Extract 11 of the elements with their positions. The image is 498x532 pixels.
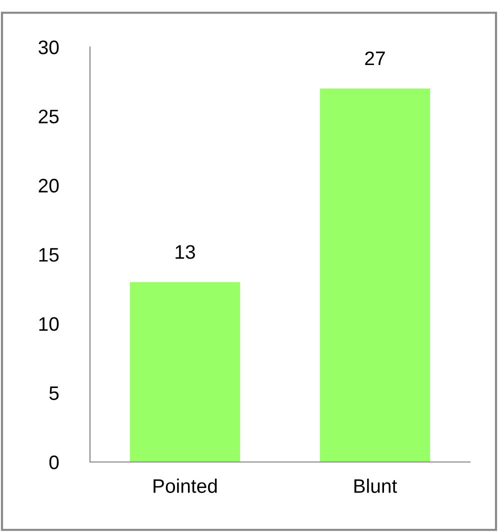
y-tick-label: 5 xyxy=(49,386,59,400)
y-tick-label: 20 xyxy=(38,178,59,193)
y-tick-label: 10 xyxy=(39,317,59,331)
y-tick-label: 15 xyxy=(39,248,59,262)
data-label: 27 xyxy=(365,51,385,66)
y-tick-label: 0 xyxy=(49,455,59,470)
y-tick-label: 25 xyxy=(38,110,59,124)
x-tick-label: Pointed xyxy=(154,478,217,493)
y-tick-label: 30 xyxy=(38,40,59,54)
x-tick-label: Blunt xyxy=(354,478,398,493)
data-label: 13 xyxy=(176,245,195,259)
